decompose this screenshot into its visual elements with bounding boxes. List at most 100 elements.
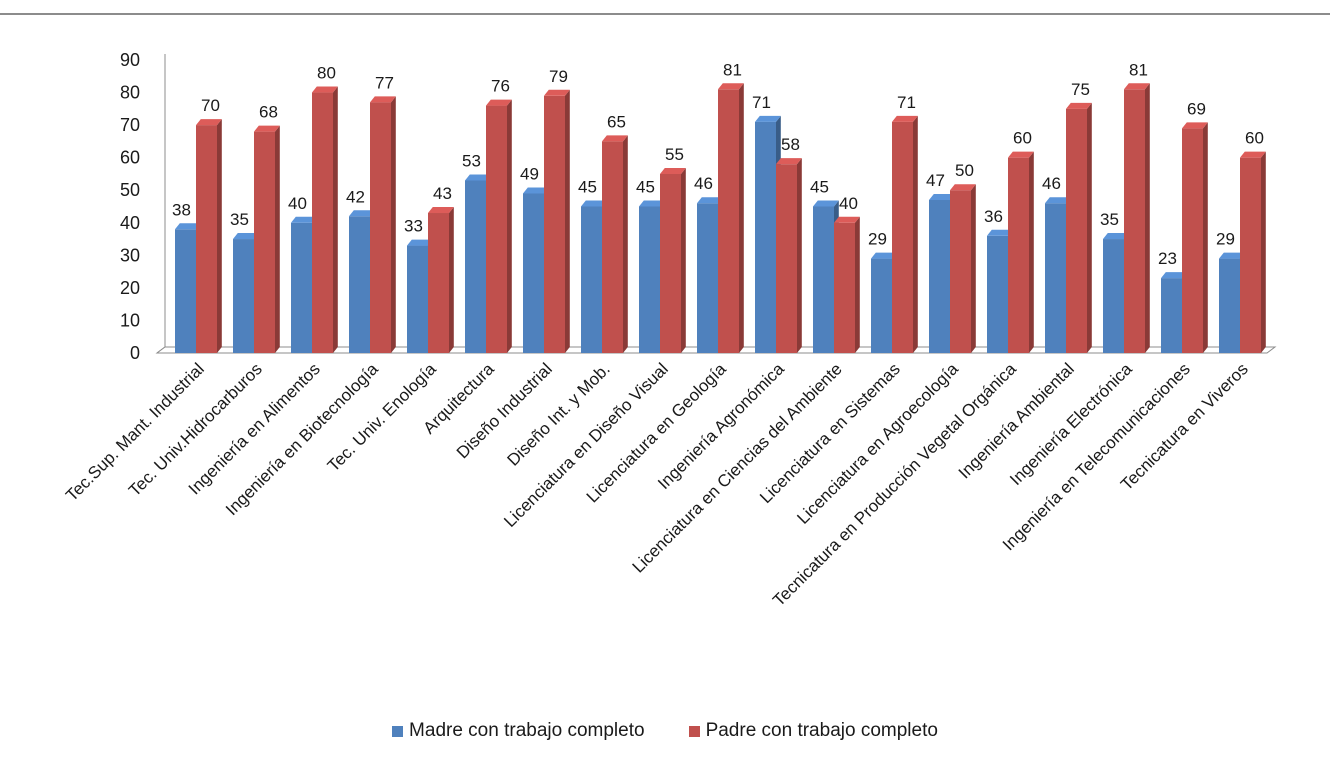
bar-madre <box>175 229 196 353</box>
bar-top-madre <box>465 174 491 181</box>
bar-madre <box>929 199 950 353</box>
data-label-padre: 80 <box>317 64 336 83</box>
bar-top-madre <box>523 187 549 194</box>
bar-side-padre <box>971 184 976 353</box>
bar-padre <box>1182 128 1203 353</box>
bar-padre <box>1008 157 1029 353</box>
data-label-madre: 38 <box>172 200 191 219</box>
y-tick-label: 70 <box>120 115 140 135</box>
y-tick-label: 20 <box>120 278 140 298</box>
bar-side-padre <box>391 96 396 354</box>
x-category-label: Ingeniería Ambiental <box>955 359 1078 482</box>
bar-side-padre <box>855 216 860 353</box>
bar-top-madre <box>1103 233 1129 240</box>
bar-side-padre <box>217 119 222 353</box>
data-label-padre: 71 <box>897 93 916 112</box>
bar-padre <box>1240 157 1261 353</box>
bar-top-padre <box>660 167 686 174</box>
data-label-madre: 45 <box>810 178 829 197</box>
data-label-padre: 65 <box>607 112 626 131</box>
bar-top-madre <box>1161 272 1187 279</box>
bar-top-padre <box>486 99 512 106</box>
data-label-padre: 79 <box>549 67 568 86</box>
bar-top-madre <box>697 197 723 204</box>
bar-top-madre <box>639 200 665 207</box>
bar-top-padre <box>1240 151 1266 158</box>
bar-top-madre <box>813 200 839 207</box>
data-label-madre: 35 <box>1100 210 1119 229</box>
top-divider <box>0 13 1330 15</box>
data-label-padre: 69 <box>1187 99 1206 118</box>
bar-madre <box>813 206 834 353</box>
legend-item-madre: Madre con trabajo completo <box>392 720 645 742</box>
data-label-padre: 58 <box>781 135 800 154</box>
bar-top-madre <box>291 216 317 223</box>
bar-top-madre <box>175 223 201 230</box>
bar-madre <box>871 258 892 353</box>
bar-padre <box>544 95 565 354</box>
x-category-label: Tec. Univ. Enología <box>324 359 440 475</box>
bar-madre <box>1219 258 1240 353</box>
bar-padre <box>1066 108 1087 353</box>
data-label-padre: 81 <box>1129 60 1148 79</box>
data-label-padre: 77 <box>375 73 394 92</box>
bar-top-padre <box>196 119 222 126</box>
data-label-madre: 45 <box>636 178 655 197</box>
y-tick-label: 30 <box>120 245 140 265</box>
bar-padre <box>312 92 333 354</box>
bar-madre <box>987 235 1008 353</box>
data-label-padre: 40 <box>839 194 858 213</box>
bar-top-padre <box>1066 102 1092 109</box>
bar-madre <box>349 216 370 353</box>
bar-madre <box>1045 203 1066 353</box>
data-label-madre: 47 <box>926 171 945 190</box>
bar-side-padre <box>1029 151 1034 353</box>
bar-side-padre <box>1087 102 1092 353</box>
y-tick-label: 90 <box>120 50 140 70</box>
data-label-madre: 53 <box>462 151 481 170</box>
bar-madre <box>755 121 776 353</box>
bar-side-padre <box>739 83 744 354</box>
bar-madre <box>523 193 544 353</box>
bar-side-padre <box>1261 151 1266 353</box>
bar-side-padre <box>333 86 338 354</box>
bar-side-padre <box>681 167 686 353</box>
bar-madre <box>639 206 660 353</box>
legend: Madre con trabajo completo Padre con tra… <box>0 720 1330 742</box>
bar-side-padre <box>1145 83 1150 354</box>
bar-padre <box>254 131 275 353</box>
data-label-padre: 60 <box>1245 129 1264 148</box>
bar-top-madre <box>349 210 375 217</box>
legend-label-madre: Madre con trabajo completo <box>409 720 645 741</box>
bar-top-padre <box>776 158 802 165</box>
bar-top-madre <box>755 115 781 122</box>
bar-side-padre <box>449 207 454 353</box>
y-tick-label: 80 <box>120 83 140 103</box>
bar-top-padre <box>892 115 918 122</box>
bar-padre <box>370 102 391 353</box>
data-label-madre: 33 <box>404 217 423 236</box>
bar-madre <box>291 222 312 353</box>
data-label-madre: 29 <box>868 230 887 249</box>
bar-madre <box>465 180 486 353</box>
bar-madre <box>1103 239 1124 353</box>
x-category-label: Licenciatura en Ciencias del Ambiente <box>629 359 846 576</box>
data-label-madre: 46 <box>694 174 713 193</box>
bar-padre <box>660 173 681 353</box>
legend-label-padre: Padre con trabajo completo <box>705 720 938 741</box>
data-label-padre: 60 <box>1013 129 1032 148</box>
bar-madre <box>697 203 718 353</box>
bar-top-madre <box>987 229 1013 236</box>
bar-side-padre <box>623 135 628 353</box>
bar-top-madre <box>233 233 259 240</box>
bar-side-padre <box>913 115 918 353</box>
data-label-padre: 55 <box>665 145 684 164</box>
bar-padre <box>834 222 855 353</box>
data-label-madre: 45 <box>578 178 597 197</box>
bar-side-padre <box>797 158 802 353</box>
bar-top-padre <box>312 86 338 93</box>
data-label-madre: 49 <box>520 164 539 183</box>
bar-padre <box>718 89 739 354</box>
bar-top-padre <box>428 207 454 214</box>
